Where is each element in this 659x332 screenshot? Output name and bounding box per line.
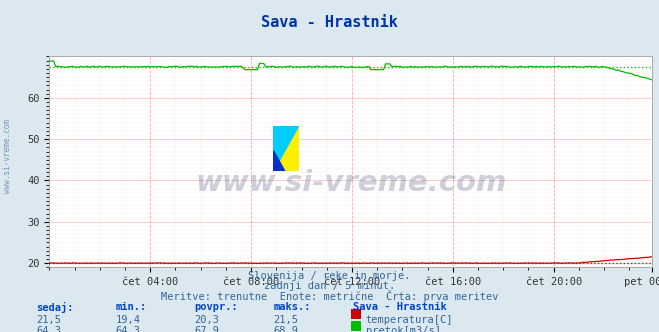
Text: www.si-vreme.com: www.si-vreme.com [3,119,13,193]
Text: sedaj:: sedaj: [36,302,74,313]
Text: 64,3: 64,3 [115,326,140,332]
Text: Sava - Hrastnik: Sava - Hrastnik [353,302,446,312]
Text: www.si-vreme.com: www.si-vreme.com [195,169,507,197]
Text: 19,4: 19,4 [115,315,140,325]
Text: Sava - Hrastnik: Sava - Hrastnik [261,15,398,30]
Text: temperatura[C]: temperatura[C] [366,315,453,325]
Text: min.:: min.: [115,302,146,312]
Polygon shape [273,126,299,171]
Text: povpr.:: povpr.: [194,302,238,312]
Text: 64,3: 64,3 [36,326,61,332]
Text: 68,9: 68,9 [273,326,299,332]
Text: pretok[m3/s]: pretok[m3/s] [366,326,441,332]
Text: Slovenija / reke in morje.: Slovenija / reke in morje. [248,271,411,281]
Text: 21,5: 21,5 [273,315,299,325]
Polygon shape [273,151,285,171]
Text: 21,5: 21,5 [36,315,61,325]
Text: Meritve: trenutne  Enote: metrične  Črta: prva meritev: Meritve: trenutne Enote: metrične Črta: … [161,290,498,302]
Text: maks.:: maks.: [273,302,311,312]
Text: zadnji dan / 5 minut.: zadnji dan / 5 minut. [264,281,395,290]
Text: 20,3: 20,3 [194,315,219,325]
Polygon shape [273,126,299,171]
Text: 67,9: 67,9 [194,326,219,332]
